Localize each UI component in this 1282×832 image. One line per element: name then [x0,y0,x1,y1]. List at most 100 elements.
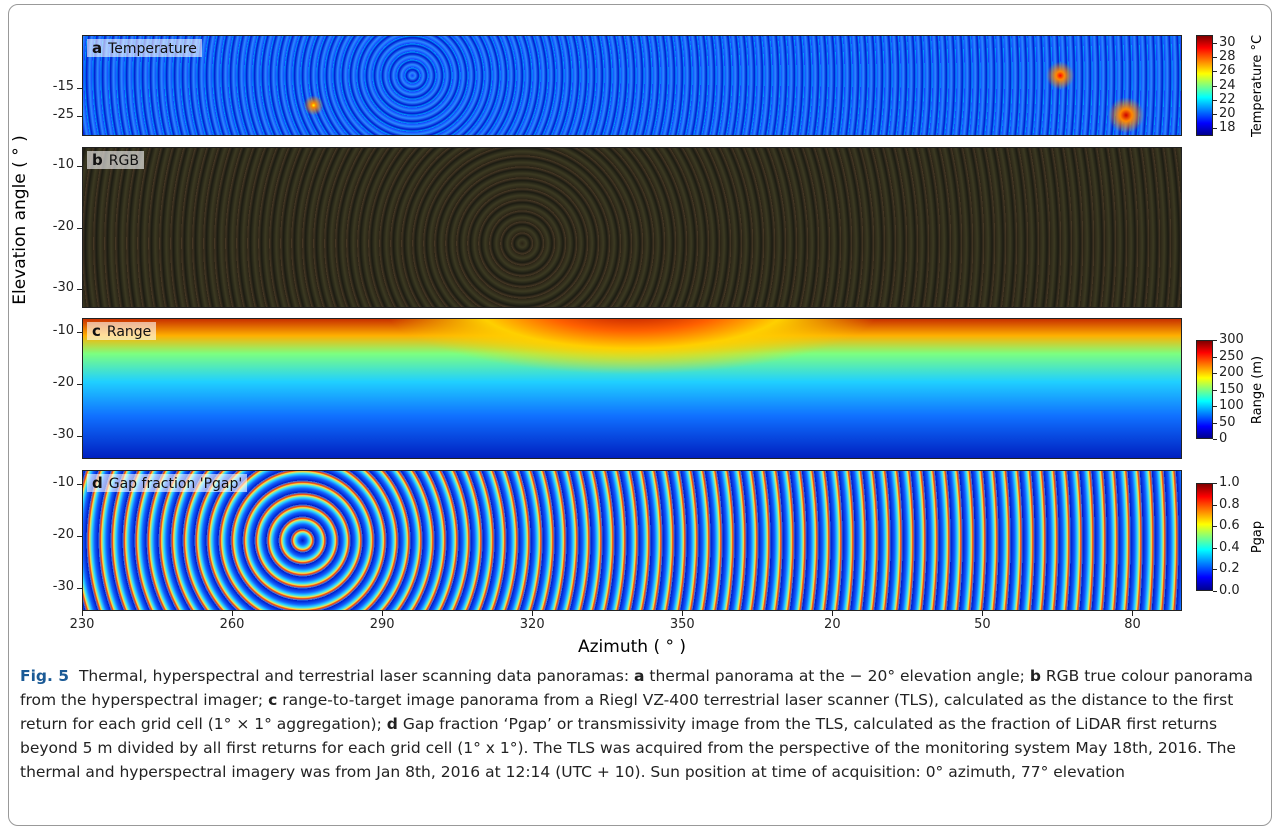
x-tick [382,611,383,616]
y-tick-label: -10 [30,475,74,490]
colorbar-tick-label: 0 [1219,431,1227,446]
x-tick [532,611,533,616]
colorbar-tick-label: 150 [1219,382,1244,397]
colorbar-tick [1213,569,1217,570]
colorbar-tick-label: 28 [1219,49,1236,64]
colorbar-tick [1213,373,1217,374]
colorbar [1196,483,1213,591]
y-tick [77,384,82,385]
panel-tag: b RGB [87,151,144,169]
colorbar-tick-label: 300 [1219,332,1244,347]
x-tick-label: 80 [1102,617,1162,632]
colorbar-tick-label: 30 [1219,35,1236,50]
panel-tag: a Temperature [87,39,202,57]
x-tick-label: 260 [202,617,262,632]
y-tick-label: -20 [30,375,74,390]
caption-item-letter: b [1030,667,1041,685]
colorbar-tick-label: 100 [1219,398,1244,413]
x-tick [832,611,833,616]
caption-label: Fig. 5 [20,667,69,685]
x-tick-label: 20 [802,617,862,632]
colorbar-tick [1213,483,1217,484]
colorbar-tick-label: 24 [1219,78,1236,93]
y-tick [77,228,82,229]
colorbar-tick-label: 26 [1219,63,1236,78]
caption-item-text: thermal panorama at the − 20° elevation … [649,667,1024,685]
colorbar-tick-label: 200 [1219,365,1244,380]
y-tick [77,116,82,117]
y-tick-label: -20 [30,219,74,234]
colorbar-tick-label: 0.8 [1219,497,1240,512]
panel-letter: a [92,39,102,57]
x-tick-label: 320 [502,617,562,632]
colorbar-tick [1213,439,1217,440]
colorbar-tick [1213,43,1217,44]
caption-intro: Thermal, hyperspectral and terrestrial l… [79,667,629,685]
colorbar [1196,340,1213,439]
y-tick-label: -15 [30,79,74,94]
panel-image: d Gap fraction 'Pgap' [82,470,1182,611]
y-axis-label: Elevation angle ( ° ) [10,120,30,320]
x-tick [82,611,83,616]
colorbar-tick [1213,100,1217,101]
y-tick [77,588,82,589]
colorbar-tick [1213,406,1217,407]
colorbar-tick [1213,357,1217,358]
panel-image: b RGB [82,147,1182,308]
colorbar-tick-label: 0.4 [1219,540,1240,555]
colorbar-label: Temperature °C [1250,16,1265,156]
colorbar-tick [1213,71,1217,72]
caption-item-letter: c [268,691,277,709]
panel-letter: d [92,474,103,492]
y-tick-label: -30 [30,280,74,295]
x-tick [232,611,233,616]
y-tick-label: -25 [30,107,74,122]
x-tick-label: 50 [952,617,1012,632]
colorbar-tick-label: 50 [1219,415,1236,430]
panel-letter: b [92,151,103,169]
panel-tag: d Gap fraction 'Pgap' [87,474,247,492]
colorbar-tick-label: 22 [1219,92,1236,107]
colorbar-tick [1213,390,1217,391]
panel-title: Range [107,324,151,340]
y-tick [77,536,82,537]
colorbar-tick-label: 0.6 [1219,518,1240,533]
panel-title: Temperature [108,41,197,57]
x-tick [1132,611,1133,616]
x-tick-label: 290 [352,617,412,632]
colorbar-tick-label: 250 [1219,349,1244,364]
colorbar-tick [1213,526,1217,527]
colorbar-tick [1213,591,1217,592]
colorbar-tick [1213,505,1217,506]
y-tick-label: -10 [30,323,74,338]
colorbar-tick-label: 20 [1219,106,1236,121]
colorbar-tick [1213,86,1217,87]
colorbar-tick [1213,548,1217,549]
colorbar-label: Pgap [1250,467,1265,607]
y-tick [77,436,82,437]
y-tick-label: -30 [30,579,74,594]
y-tick [77,484,82,485]
colorbar-tick [1213,57,1217,58]
y-tick [77,88,82,89]
y-tick-label: -10 [30,157,74,172]
x-tick [682,611,683,616]
y-tick [77,332,82,333]
panel-image: a Temperature [82,35,1182,136]
panel-tag: cRange [87,322,156,340]
x-tick-label: 350 [652,617,712,632]
colorbar-label: Range (m) [1250,320,1265,460]
panel-title: RGB [109,153,139,169]
colorbar-tick-label: 1.0 [1219,475,1240,490]
x-tick-label: 230 [52,617,112,632]
colorbar-tick-label: 0.0 [1219,583,1240,598]
colorbar-tick [1213,114,1217,115]
caption: Fig. 5 Thermal, hyperspectral and terres… [20,664,1265,784]
y-tick [77,289,82,290]
colorbar-tick-label: 18 [1219,120,1236,135]
y-tick-label: -20 [30,527,74,542]
x-tick [982,611,983,616]
panel-title: Gap fraction 'Pgap' [109,476,243,492]
colorbar-tick [1213,340,1217,341]
